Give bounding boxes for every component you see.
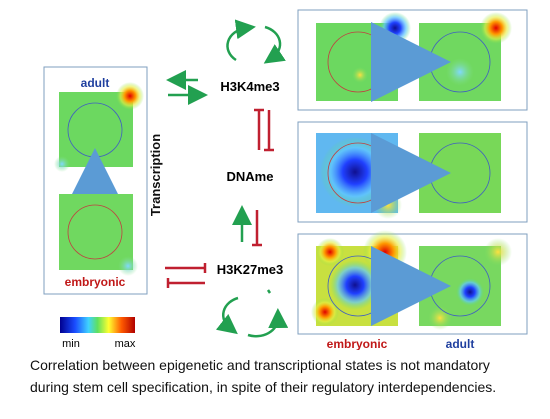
transcription-label: Transcription [148,134,163,216]
embryonic-label: embryonic [65,275,126,289]
heatmap [59,194,138,276]
mark-label: H3K4me3 [220,79,279,94]
mark-label: H3K27me3 [217,262,284,277]
adult-label: adult [446,337,475,350]
adult-label: adult [81,76,110,90]
caption-line: during stem cell specification, in spite… [30,379,497,395]
left-box [43,66,148,295]
caption-line: Correlation between epigenetic and trans… [30,357,490,373]
colorbar [60,317,135,333]
colorbar-max: max [115,338,136,350]
right-panels [297,9,528,335]
embryonic-label: embryonic [327,337,388,350]
diagram: adult embryonic Transcription H3K4me3 DN… [43,9,528,350]
inhibition [165,108,274,288]
mark-label: DNAme [227,169,274,184]
colorbar-min: min [62,338,80,350]
arrows [166,19,289,338]
heatmap [54,82,144,172]
